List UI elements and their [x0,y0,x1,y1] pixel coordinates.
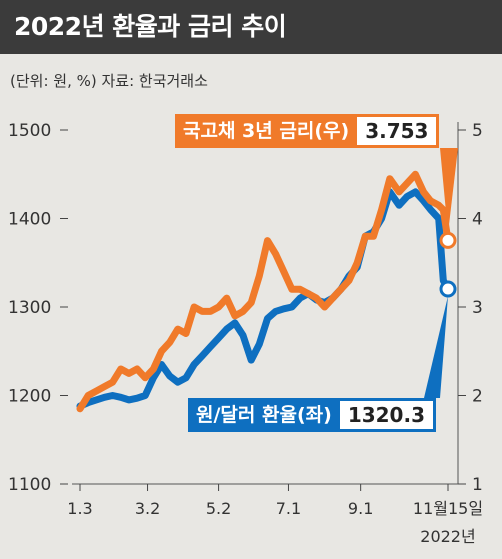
right-tick-label: 5 [472,121,483,141]
x-axis-year-note: 2022년 [420,527,475,546]
unit-note: (단위: 원, %) 자료: 한국거래소 [10,72,208,90]
rate-callout-label: 국고채 3년 금리(우) [183,120,350,142]
endpoint-markers [439,231,457,298]
fx-endpoint [439,280,457,298]
rate-endpoint [439,231,457,249]
x-tick-label: 7.1 [276,499,301,518]
chart-title: 2022년 환율과 금리 추이 [0,0,502,54]
axes: 1100 1200 1300 1400 1500 1 2 3 4 5 1.3 3.2 5.2 7.1 9.1… [8,121,483,546]
rate-callout-value: 3.753 [357,117,437,145]
x-tick-label: 9.1 [348,499,373,518]
left-tick-label: 1400 [8,210,51,230]
left-tick-label: 1500 [8,121,51,141]
fx-callout-value: 1320.3 [339,401,433,429]
rate-callout: 국고채 3년 금리(우) 3.753 [175,114,440,148]
right-tick-label: 4 [472,210,483,230]
fx-callout-pointer [424,296,448,398]
x-tick-label: 1.3 [67,499,92,518]
fx-callout-label: 원/달러 환율(좌) [196,404,332,426]
right-tick-label: 3 [472,298,483,318]
left-tick-label: 1300 [8,298,51,318]
x-tick-label: 5.2 [206,499,231,518]
left-tick-label: 1100 [8,475,51,495]
right-tick-label: 2 [472,387,483,407]
series-lines [76,170,452,413]
fx-callout: 원/달러 환율(좌) 1320.3 [188,398,436,432]
x-tick-label: 11월15일 [413,499,483,518]
right-tick-label: 1 [472,475,483,495]
rate-callout-pointer [440,148,458,234]
rate-series-line [76,170,452,413]
x-tick-label: 3.2 [135,499,160,518]
left-tick-label: 1200 [8,387,51,407]
callout-leaders [424,148,458,398]
fx-series-line [76,188,452,410]
